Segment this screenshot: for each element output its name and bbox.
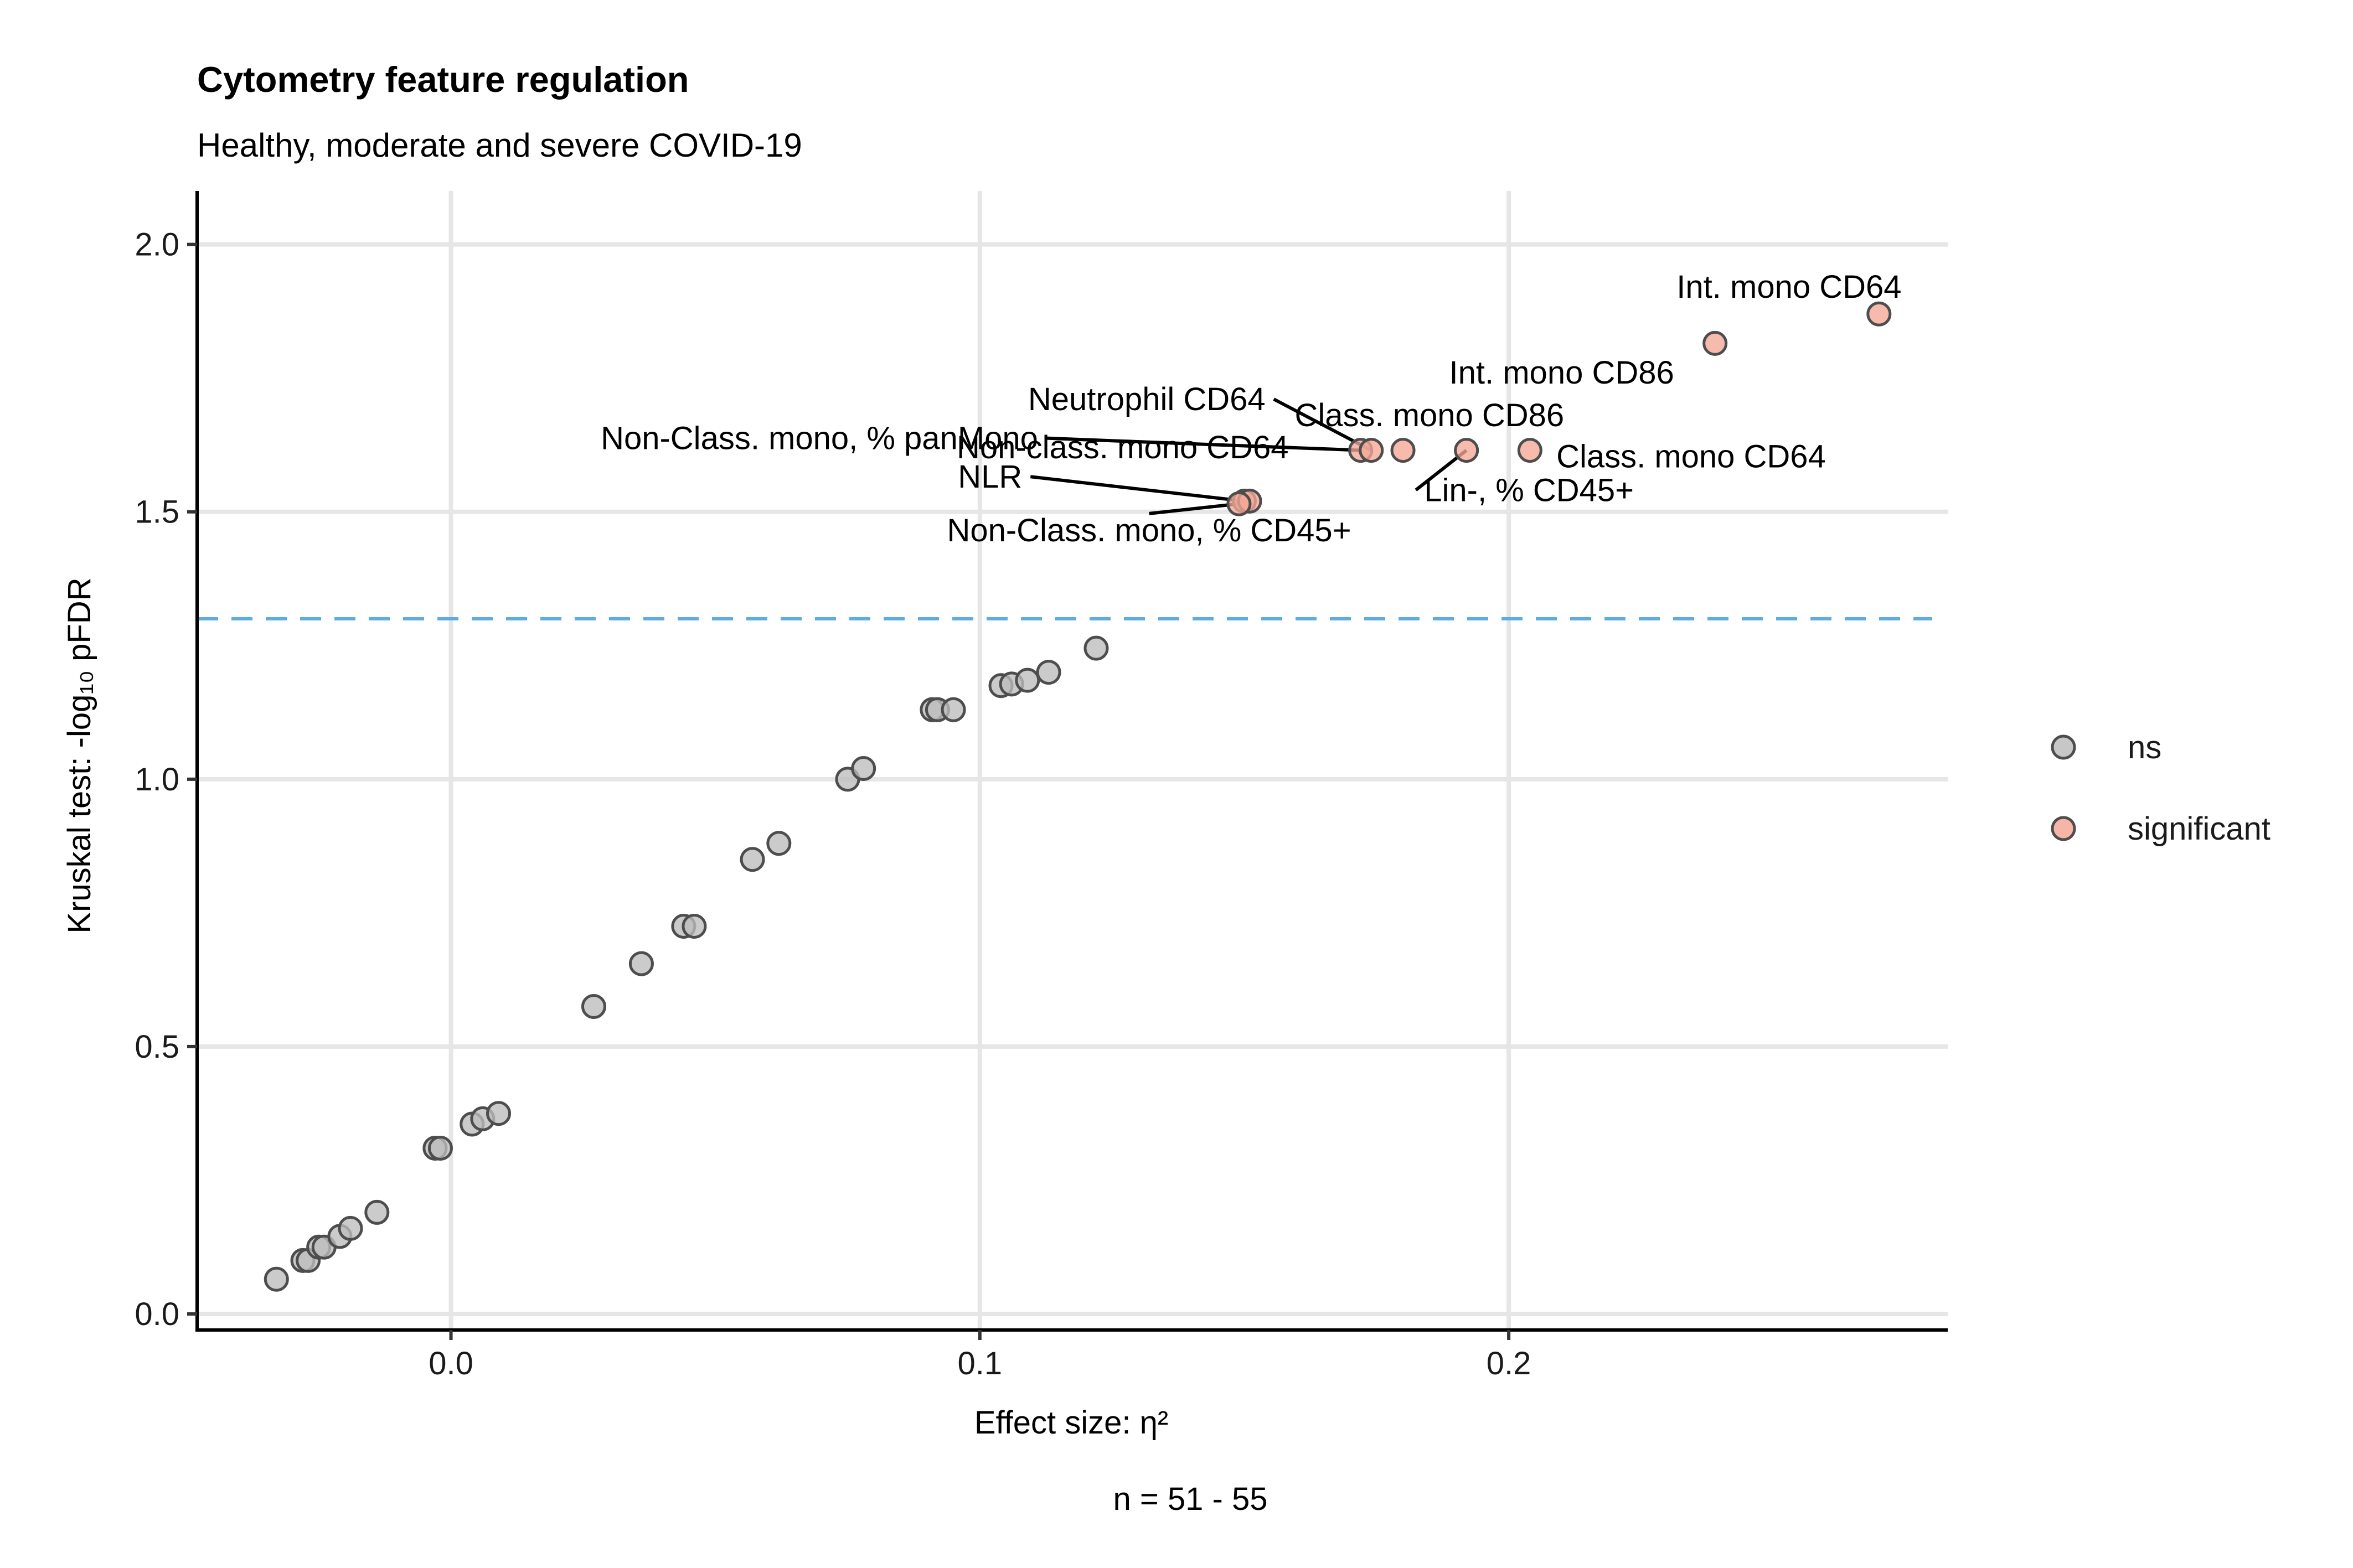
ns-point [427,1135,453,1161]
chart-subtitle: Healthy, moderate and severe COVID-19 [197,127,802,164]
point-label: Class. mono CD64 [1556,439,1826,475]
significant-point [1359,438,1384,463]
axes [187,191,1948,1340]
y-tick-label: 1.5 [135,494,179,530]
y-tick-label: 0.5 [135,1029,179,1065]
point-label: Non-Class. mono, % panMono [601,421,1038,457]
y-axis-title: Kruskal test: -log₁₀ pFDR [61,577,97,933]
significant-point [1517,438,1542,463]
ns-point [364,1199,390,1225]
x-tick-label: 0.1 [958,1346,1003,1381]
y-tick-label: 1.0 [135,762,179,798]
ns-point [338,1215,363,1241]
significant-point [1866,301,1892,327]
point-label: Class. mono CD86 [1294,397,1564,433]
y-tick-label: 2.0 [135,227,179,263]
point-label: Int. mono CD86 [1449,355,1674,391]
y-tick-label: 0.0 [135,1296,179,1332]
ns-point [628,951,654,976]
significant-point [1454,438,1479,463]
chart-title: Cytometry feature regulation [197,59,689,100]
ns-point [486,1101,512,1126]
ns-point [851,755,876,781]
label-leader-line [1149,502,1240,515]
label-leader-line [1030,475,1245,503]
data-points [264,301,1892,1292]
ns-point [941,697,966,722]
label-leader-line [1046,436,1361,452]
ns-point [766,831,792,856]
legend: ns significant [2051,729,2271,847]
point-label: Non-class. mono CD64 [957,429,1289,465]
ns-point [1015,667,1040,693]
tick-labels: 0.0 0.1 0.2 0.0 0.5 1.0 1.5 2.0 [135,227,1531,1381]
x-axis-title: Effect size: η² [974,1405,1168,1441]
legend-label: significant [2128,811,2271,847]
ns-point [264,1266,289,1292]
ns-point [581,993,606,1019]
significant-point [1702,330,1728,356]
caption: n = 51 - 55 [1113,1481,1268,1517]
significant-point [1226,491,1252,516]
x-tick-label: 0.2 [1487,1346,1531,1381]
ns-point [740,847,765,872]
significant-point [1390,438,1416,463]
point-label: Non-Class. mono, % CD45+ [947,513,1351,548]
grid-lines [197,191,1948,1330]
ns-point [682,914,707,939]
point-label: NLR [958,459,1022,495]
point-label: Neutrophil CD64 [1028,381,1266,417]
legend-swatch-significant [2051,816,2076,841]
ns-point [1036,660,1061,685]
ns-point [1083,635,1109,661]
legend-swatch-ns [2051,734,2076,760]
point-label: Lin-, % CD45+ [1424,472,1634,508]
point-label: Int. mono CD64 [1676,269,1901,305]
x-tick-label: 0.0 [429,1346,473,1381]
legend-label: ns [2128,729,2161,765]
